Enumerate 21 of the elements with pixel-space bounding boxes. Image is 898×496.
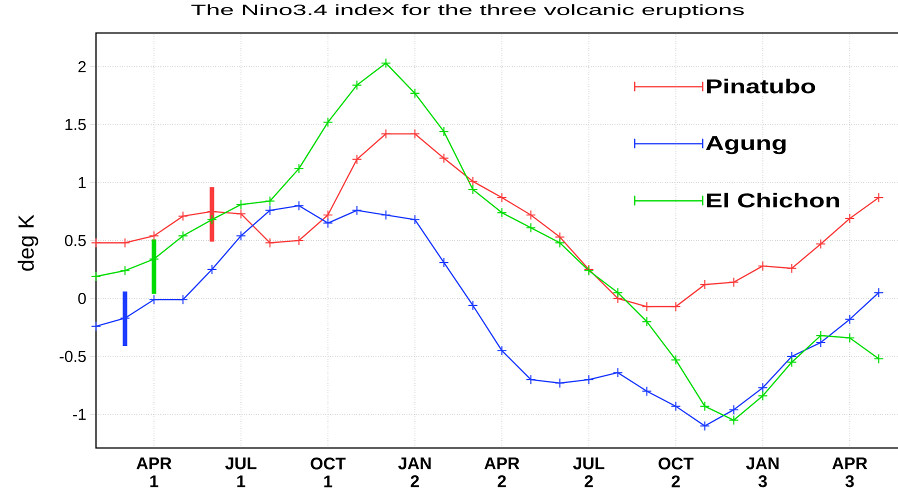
x-tick-label: OCT 2 (658, 458, 694, 488)
x-tick-label: APR 3 (832, 458, 868, 488)
y-tick-label: 1 (78, 177, 86, 188)
y-axis-title: deg K (18, 214, 38, 271)
y-tick-label: 0 (78, 292, 86, 304)
y-tick-label: -0.5 (60, 350, 86, 362)
legend-label: Agung (706, 136, 786, 154)
chart-title: The Nino3.4 index for the three volcanic eruptions (191, 4, 744, 18)
x-tick-label: APR 2 (484, 458, 520, 488)
y-tick-label: 0.5 (64, 234, 86, 246)
x-tick-label: OCT 1 (310, 458, 346, 488)
x-tick-label: JAN 2 (398, 458, 431, 488)
x-tick-label: JUL 1 (225, 458, 256, 488)
x-tick-label: APR 1 (136, 458, 172, 488)
y-tick-label: 1.5 (66, 119, 86, 130)
x-tick-label: JAN 3 (746, 458, 779, 488)
y-tick-label: -1 (73, 408, 86, 420)
y-tick-label: 2 (78, 61, 86, 72)
legend-label: El Chichon (707, 192, 839, 208)
legend-label: Pinatubo (707, 78, 816, 94)
x-tick-label: JUL 2 (573, 458, 604, 488)
